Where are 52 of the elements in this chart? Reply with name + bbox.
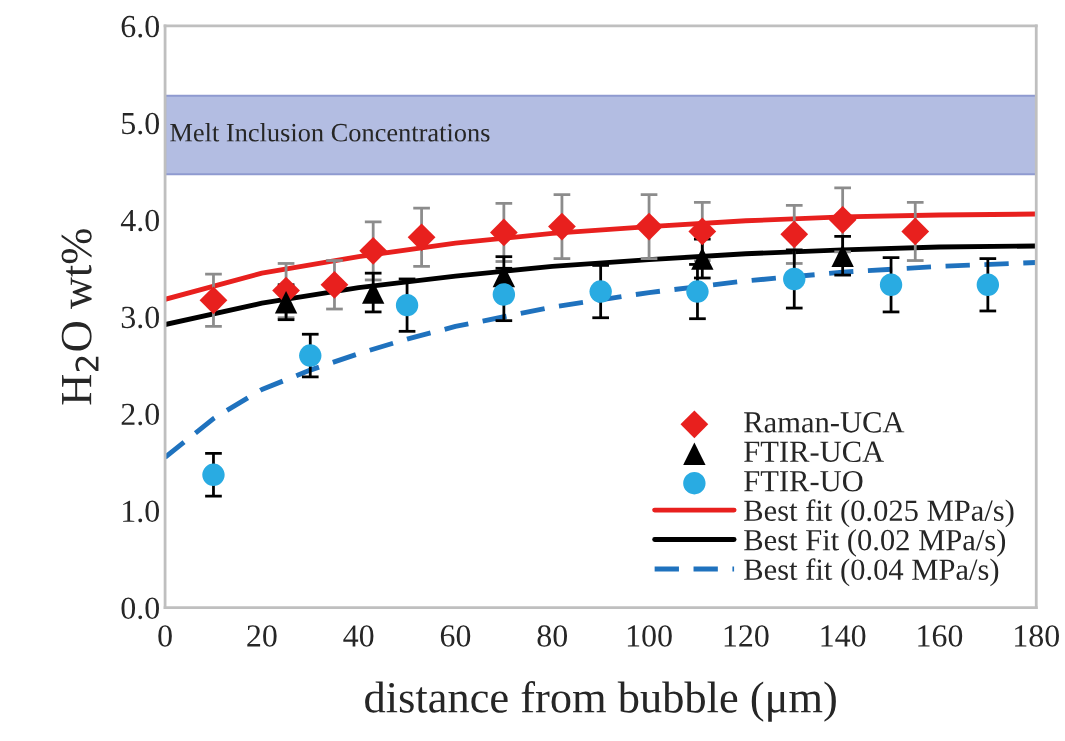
y-tick-label: 6.0 — [121, 15, 159, 38]
point — [361, 281, 385, 304]
line-series — [165, 260, 1037, 460]
x-tick-label: 180 — [1015, 625, 1059, 647]
y-tick-label: 5.0 — [122, 112, 159, 135]
legend-label: Best Fit (0.02 MPa/s) — [744, 528, 1006, 557]
point — [589, 280, 612, 303]
y-tick-label: 2.0 — [121, 403, 159, 426]
point — [691, 247, 714, 270]
point — [686, 280, 709, 303]
point — [395, 293, 419, 317]
y-tick-label: 4.0 — [120, 209, 159, 232]
x-tick-label: 60 — [440, 625, 471, 647]
point — [359, 236, 388, 265]
point — [976, 273, 1000, 296]
point — [548, 212, 576, 241]
line-series — [165, 243, 1037, 327]
point — [879, 273, 903, 296]
point — [274, 291, 298, 314]
point — [828, 205, 857, 234]
point — [783, 267, 806, 291]
x-axis-title: distance from bubble (μm) — [365, 681, 836, 722]
y-axis-title: H$_{2}$O wt% — [61, 229, 99, 405]
x-tick-label: 20 — [247, 625, 277, 647]
legend-label: Raman-UCA — [744, 412, 905, 433]
legend-label: FTIR-UO — [744, 470, 863, 492]
point — [688, 217, 717, 246]
point — [202, 463, 225, 486]
point — [407, 223, 436, 252]
y-tick-label: 0.0 — [121, 597, 159, 620]
band-label: Melt Inclusion Concentrations — [170, 123, 490, 142]
legend-label: FTIR-UCA — [744, 441, 884, 463]
point — [635, 212, 663, 241]
x-tick-label: 140 — [821, 625, 866, 647]
x-tick-label: 80 — [537, 625, 568, 647]
legend-label: Best fit (0.04 MPa/s) — [744, 558, 999, 587]
point — [199, 286, 228, 315]
x-tick-label: 40 — [343, 625, 374, 647]
point — [489, 218, 518, 247]
point — [780, 220, 809, 249]
x-tick-label: 160 — [918, 625, 963, 647]
point — [831, 244, 854, 267]
y-tick-label: 1.0 — [123, 500, 159, 523]
x-tick-label: 120 — [724, 625, 769, 647]
point — [299, 344, 322, 367]
point — [320, 270, 349, 299]
point — [492, 283, 516, 306]
legend-label: Best fit (0.025 MPa/s) — [744, 499, 1014, 528]
point — [901, 217, 930, 246]
x-tick-label: 0 — [158, 625, 172, 647]
y-tick-label: 3.0 — [121, 306, 159, 329]
x-tick-label: 100 — [627, 625, 672, 647]
